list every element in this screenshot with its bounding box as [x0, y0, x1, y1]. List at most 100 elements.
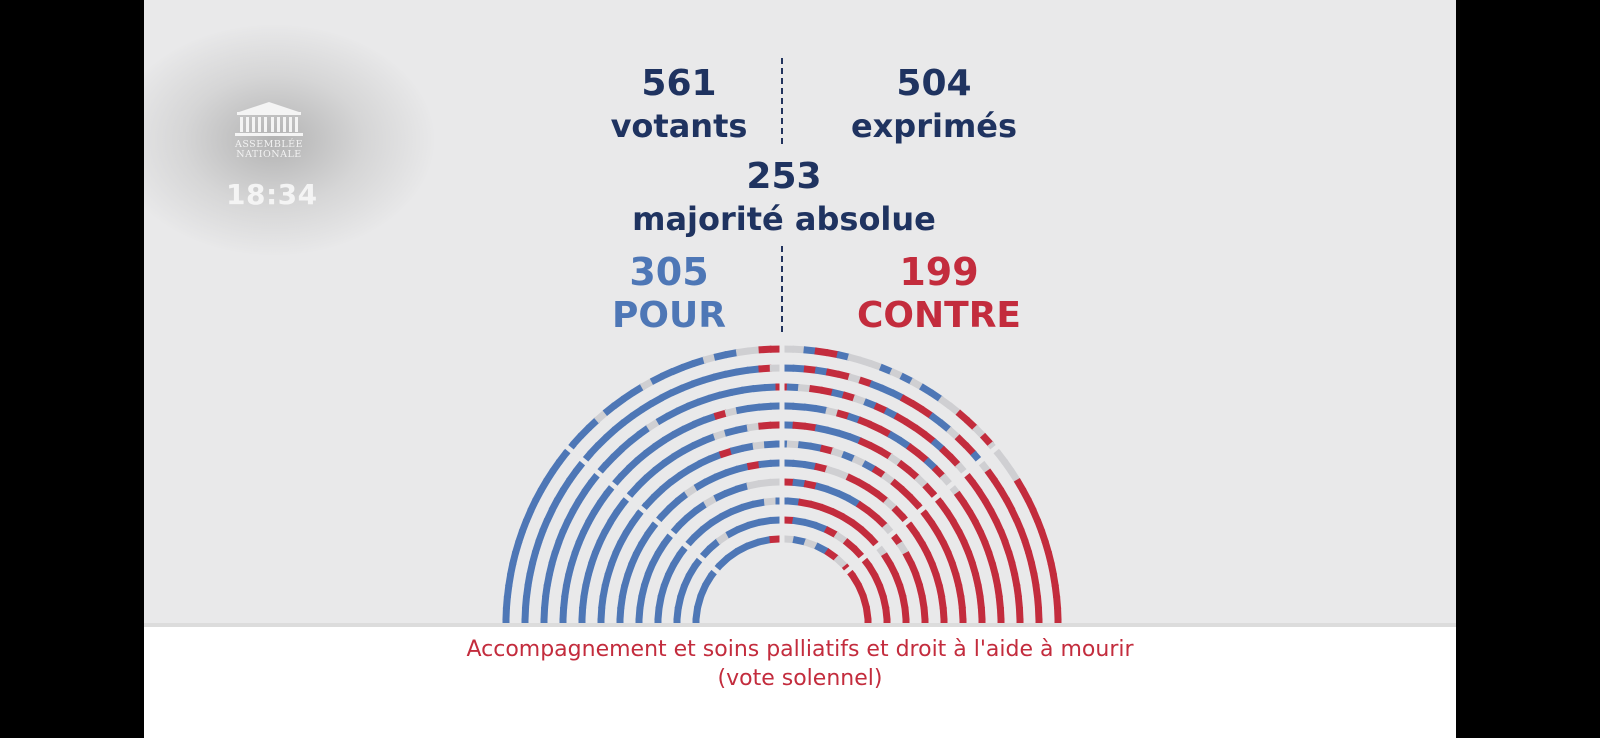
- seat-pour: [675, 490, 690, 505]
- seat-pour: [836, 351, 851, 361]
- seat-pour: [808, 442, 823, 452]
- seat-pour: [650, 486, 666, 501]
- seat-pour: [694, 594, 705, 610]
- seat-contre: [865, 484, 880, 498]
- seat-contre: [814, 462, 829, 473]
- seat-pour: [723, 485, 739, 497]
- seat-contre: [1041, 539, 1052, 555]
- seat-contre: [889, 531, 904, 547]
- seat-contre: [919, 405, 934, 420]
- seat-contre: [991, 573, 1002, 588]
- seat-pour: [587, 442, 602, 457]
- seat-other: [881, 471, 896, 486]
- seat-contre: [928, 562, 940, 577]
- seat-pour: [575, 488, 589, 504]
- seat-pour: [879, 384, 895, 397]
- seat-contre: [769, 421, 783, 429]
- seat-other: [833, 531, 849, 545]
- seat-pour: [681, 420, 697, 433]
- seat-pour: [937, 419, 953, 433]
- clock: 18:34: [226, 178, 318, 211]
- seat-pour: [746, 365, 761, 374]
- seat-contre: [1001, 539, 1013, 555]
- seat-contre: [969, 479, 983, 495]
- stat-contre: 199 CONTRE: [814, 250, 1064, 338]
- seat-pour: [649, 372, 665, 385]
- seat-pour: [524, 572, 534, 587]
- seat-contre: [1027, 561, 1038, 576]
- seat-contre: [918, 595, 928, 610]
- seat-contre: [1011, 572, 1021, 588]
- seat-pour: [598, 595, 607, 610]
- seat-other: [757, 478, 772, 488]
- seat-pour: [835, 489, 851, 502]
- seat-pour: [792, 364, 806, 373]
- seat-pour: [581, 479, 595, 495]
- seat-contre: [775, 383, 789, 391]
- seat-pour: [724, 368, 739, 378]
- seat-contre: [1033, 595, 1043, 610]
- seat-pour: [863, 398, 878, 410]
- seat-contre: [876, 584, 887, 599]
- seat-pour: [654, 606, 663, 621]
- seat-pour: [577, 424, 592, 439]
- seat-other: [594, 409, 609, 424]
- seat-pour: [683, 534, 698, 549]
- seat-contre: [948, 561, 960, 577]
- seat-contre: [1013, 478, 1027, 493]
- seat-contre: [1032, 584, 1042, 598]
- seat-pour: [680, 359, 696, 371]
- seat-pour: [654, 541, 668, 556]
- seat-pour: [734, 482, 750, 493]
- seat-contre: [995, 595, 1004, 610]
- stat-votants: 561 votants: [574, 62, 784, 146]
- seat-pour: [535, 528, 547, 544]
- seat-contre: [769, 535, 783, 544]
- seat-contre: [758, 364, 772, 373]
- seat-contre: [985, 551, 996, 566]
- seat-pour: [561, 584, 571, 599]
- seat-contre: [981, 498, 995, 514]
- seat-pour: [638, 531, 652, 547]
- seat-contre: [955, 409, 970, 424]
- seat-pour: [702, 572, 715, 588]
- seat-contre: [855, 583, 867, 599]
- divider-bottom: [781, 246, 783, 332]
- seat-contre: [912, 424, 928, 438]
- seat-contre: [879, 595, 890, 610]
- seat-other: [946, 426, 961, 441]
- seat-pour: [769, 459, 783, 467]
- seat-pour: [603, 426, 618, 441]
- seat-pour: [764, 383, 778, 392]
- seat-pour: [624, 562, 636, 577]
- seat-contre: [877, 425, 893, 438]
- seat-pour: [836, 429, 852, 441]
- seat-pour: [595, 461, 610, 477]
- seat-contre: [825, 348, 840, 359]
- seat-contre: [874, 490, 889, 505]
- seat-contre: [718, 447, 734, 459]
- stat-exprimes: 504 exprimés: [824, 62, 1044, 146]
- seat-pour: [692, 416, 707, 428]
- seat-other: [882, 523, 896, 538]
- seat-contre: [842, 538, 858, 552]
- seat-contre: [899, 595, 909, 610]
- seat-pour: [665, 407, 681, 420]
- logo-glow: [144, 25, 434, 255]
- seat-pour: [627, 482, 642, 497]
- seat-contre: [947, 453, 962, 468]
- seat-other: [914, 474, 929, 489]
- seat-pour: [522, 584, 532, 598]
- seat-contre: [912, 572, 923, 587]
- seat-contre: [968, 561, 980, 576]
- seat-pour: [691, 526, 706, 541]
- seat-other: [887, 453, 903, 467]
- seat-pour: [716, 555, 731, 570]
- seat-pour: [644, 561, 657, 577]
- seat-contre: [1021, 539, 1033, 554]
- seat-pour: [701, 373, 717, 384]
- seat-contre: [896, 583, 907, 599]
- seat-pour: [775, 440, 789, 448]
- seat-contre: [955, 529, 968, 545]
- seat-contre: [858, 526, 873, 541]
